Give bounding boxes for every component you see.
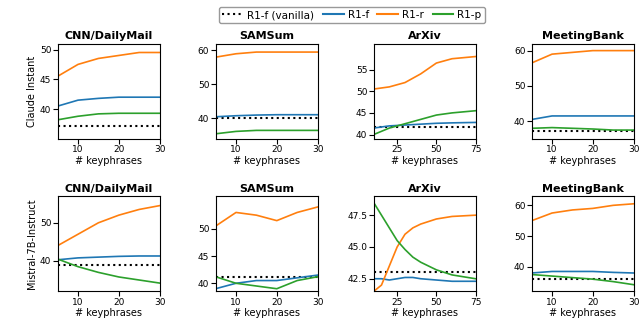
- X-axis label: # keyphrases: # keyphrases: [549, 308, 616, 318]
- X-axis label: # keyphrases: # keyphrases: [549, 155, 616, 165]
- Title: ArXiv: ArXiv: [408, 31, 442, 42]
- Title: MeetingBank: MeetingBank: [541, 184, 623, 194]
- X-axis label: # keyphrases: # keyphrases: [233, 155, 300, 165]
- X-axis label: # keyphrases: # keyphrases: [75, 308, 142, 318]
- Title: SAMSum: SAMSum: [239, 31, 294, 42]
- Legend: R1-f (vanilla), R1-f, R1-r, R1-p: R1-f (vanilla), R1-f, R1-r, R1-p: [220, 7, 484, 23]
- Title: CNN/DailyMail: CNN/DailyMail: [65, 184, 153, 194]
- Title: ArXiv: ArXiv: [408, 184, 442, 194]
- Y-axis label: Mistral-7B-Instruct: Mistral-7B-Instruct: [27, 198, 37, 289]
- X-axis label: # keyphrases: # keyphrases: [391, 155, 458, 165]
- X-axis label: # keyphrases: # keyphrases: [391, 308, 458, 318]
- X-axis label: # keyphrases: # keyphrases: [75, 155, 142, 165]
- X-axis label: # keyphrases: # keyphrases: [233, 308, 300, 318]
- Y-axis label: Claude Instant: Claude Instant: [27, 56, 37, 127]
- Title: CNN/DailyMail: CNN/DailyMail: [65, 31, 153, 42]
- Title: MeetingBank: MeetingBank: [541, 31, 623, 42]
- Title: SAMSum: SAMSum: [239, 184, 294, 194]
